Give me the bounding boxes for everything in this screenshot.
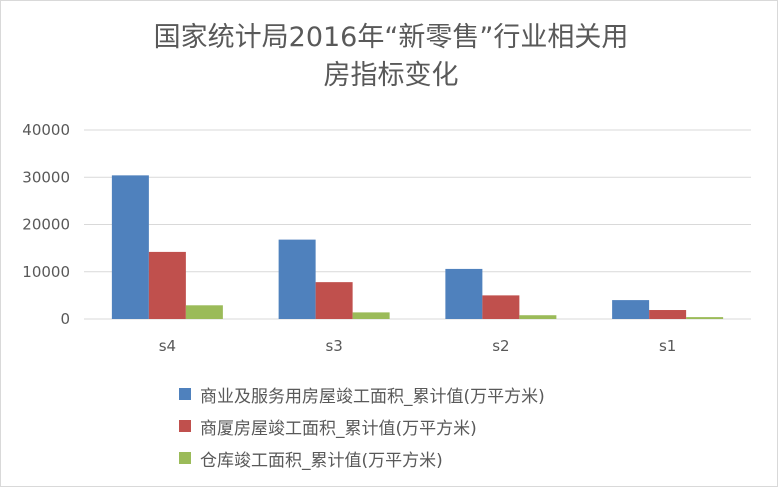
y-tick-label: 20000	[22, 216, 70, 234]
bar-s1-series-1	[612, 300, 650, 319]
x-tick-label: s2	[492, 337, 509, 355]
x-tick-label: s4	[159, 337, 176, 355]
bar-s2-series-1	[445, 268, 483, 319]
chart-title-line-1: 国家统计局2016年“新零售”行业相关用	[153, 22, 629, 53]
bar-s4-series-1	[111, 175, 149, 319]
legend-item-commercial-service: 商业及服务用房屋竣工面积_累计值(万平方米)	[179, 378, 545, 410]
bar-s4-series-3	[185, 305, 223, 319]
legend-label: 仓库竣工面积_累计值(万平方米)	[200, 450, 443, 471]
y-tick-label: 40000	[22, 121, 70, 139]
y-tick-label: 10000	[22, 263, 70, 281]
bar-s4-series-2	[148, 251, 186, 319]
bar-s2-series-2	[482, 295, 520, 319]
legend-swatch	[179, 420, 191, 432]
bar-s2-series-3	[519, 315, 557, 319]
y-tick-label: 0	[60, 310, 70, 328]
chart-title: 国家统计局2016年“新零售”行业相关用 房指标变化	[61, 19, 721, 95]
legend-item-commercial-building: 商厦房屋竣工面积_累计值(万平方米)	[179, 410, 545, 442]
legend-label: 商厦房屋竣工面积_累计值(万平方米)	[200, 418, 477, 439]
x-tick-label: s1	[659, 337, 676, 355]
legend-swatch	[179, 452, 191, 464]
bar-s3-series-1	[278, 239, 316, 319]
bar-s1-series-3	[686, 317, 724, 319]
legend-label: 商业及服务用房屋竣工面积_累计值(万平方米)	[200, 386, 545, 407]
bar-s1-series-2	[649, 310, 687, 319]
bar-s3-series-3	[352, 312, 390, 319]
legend-swatch	[179, 388, 191, 400]
y-tick-label: 30000	[22, 168, 70, 186]
legend-item-warehouse: 仓库竣工面积_累计值(万平方米)	[179, 442, 545, 474]
x-tick-label: s3	[325, 337, 342, 355]
chart-legend: 商业及服务用房屋竣工面积_累计值(万平方米) 商厦房屋竣工面积_累计值(万平方米…	[179, 378, 545, 474]
chart-title-line-2: 房指标变化	[323, 60, 459, 91]
bar-s3-series-2	[315, 282, 353, 319]
